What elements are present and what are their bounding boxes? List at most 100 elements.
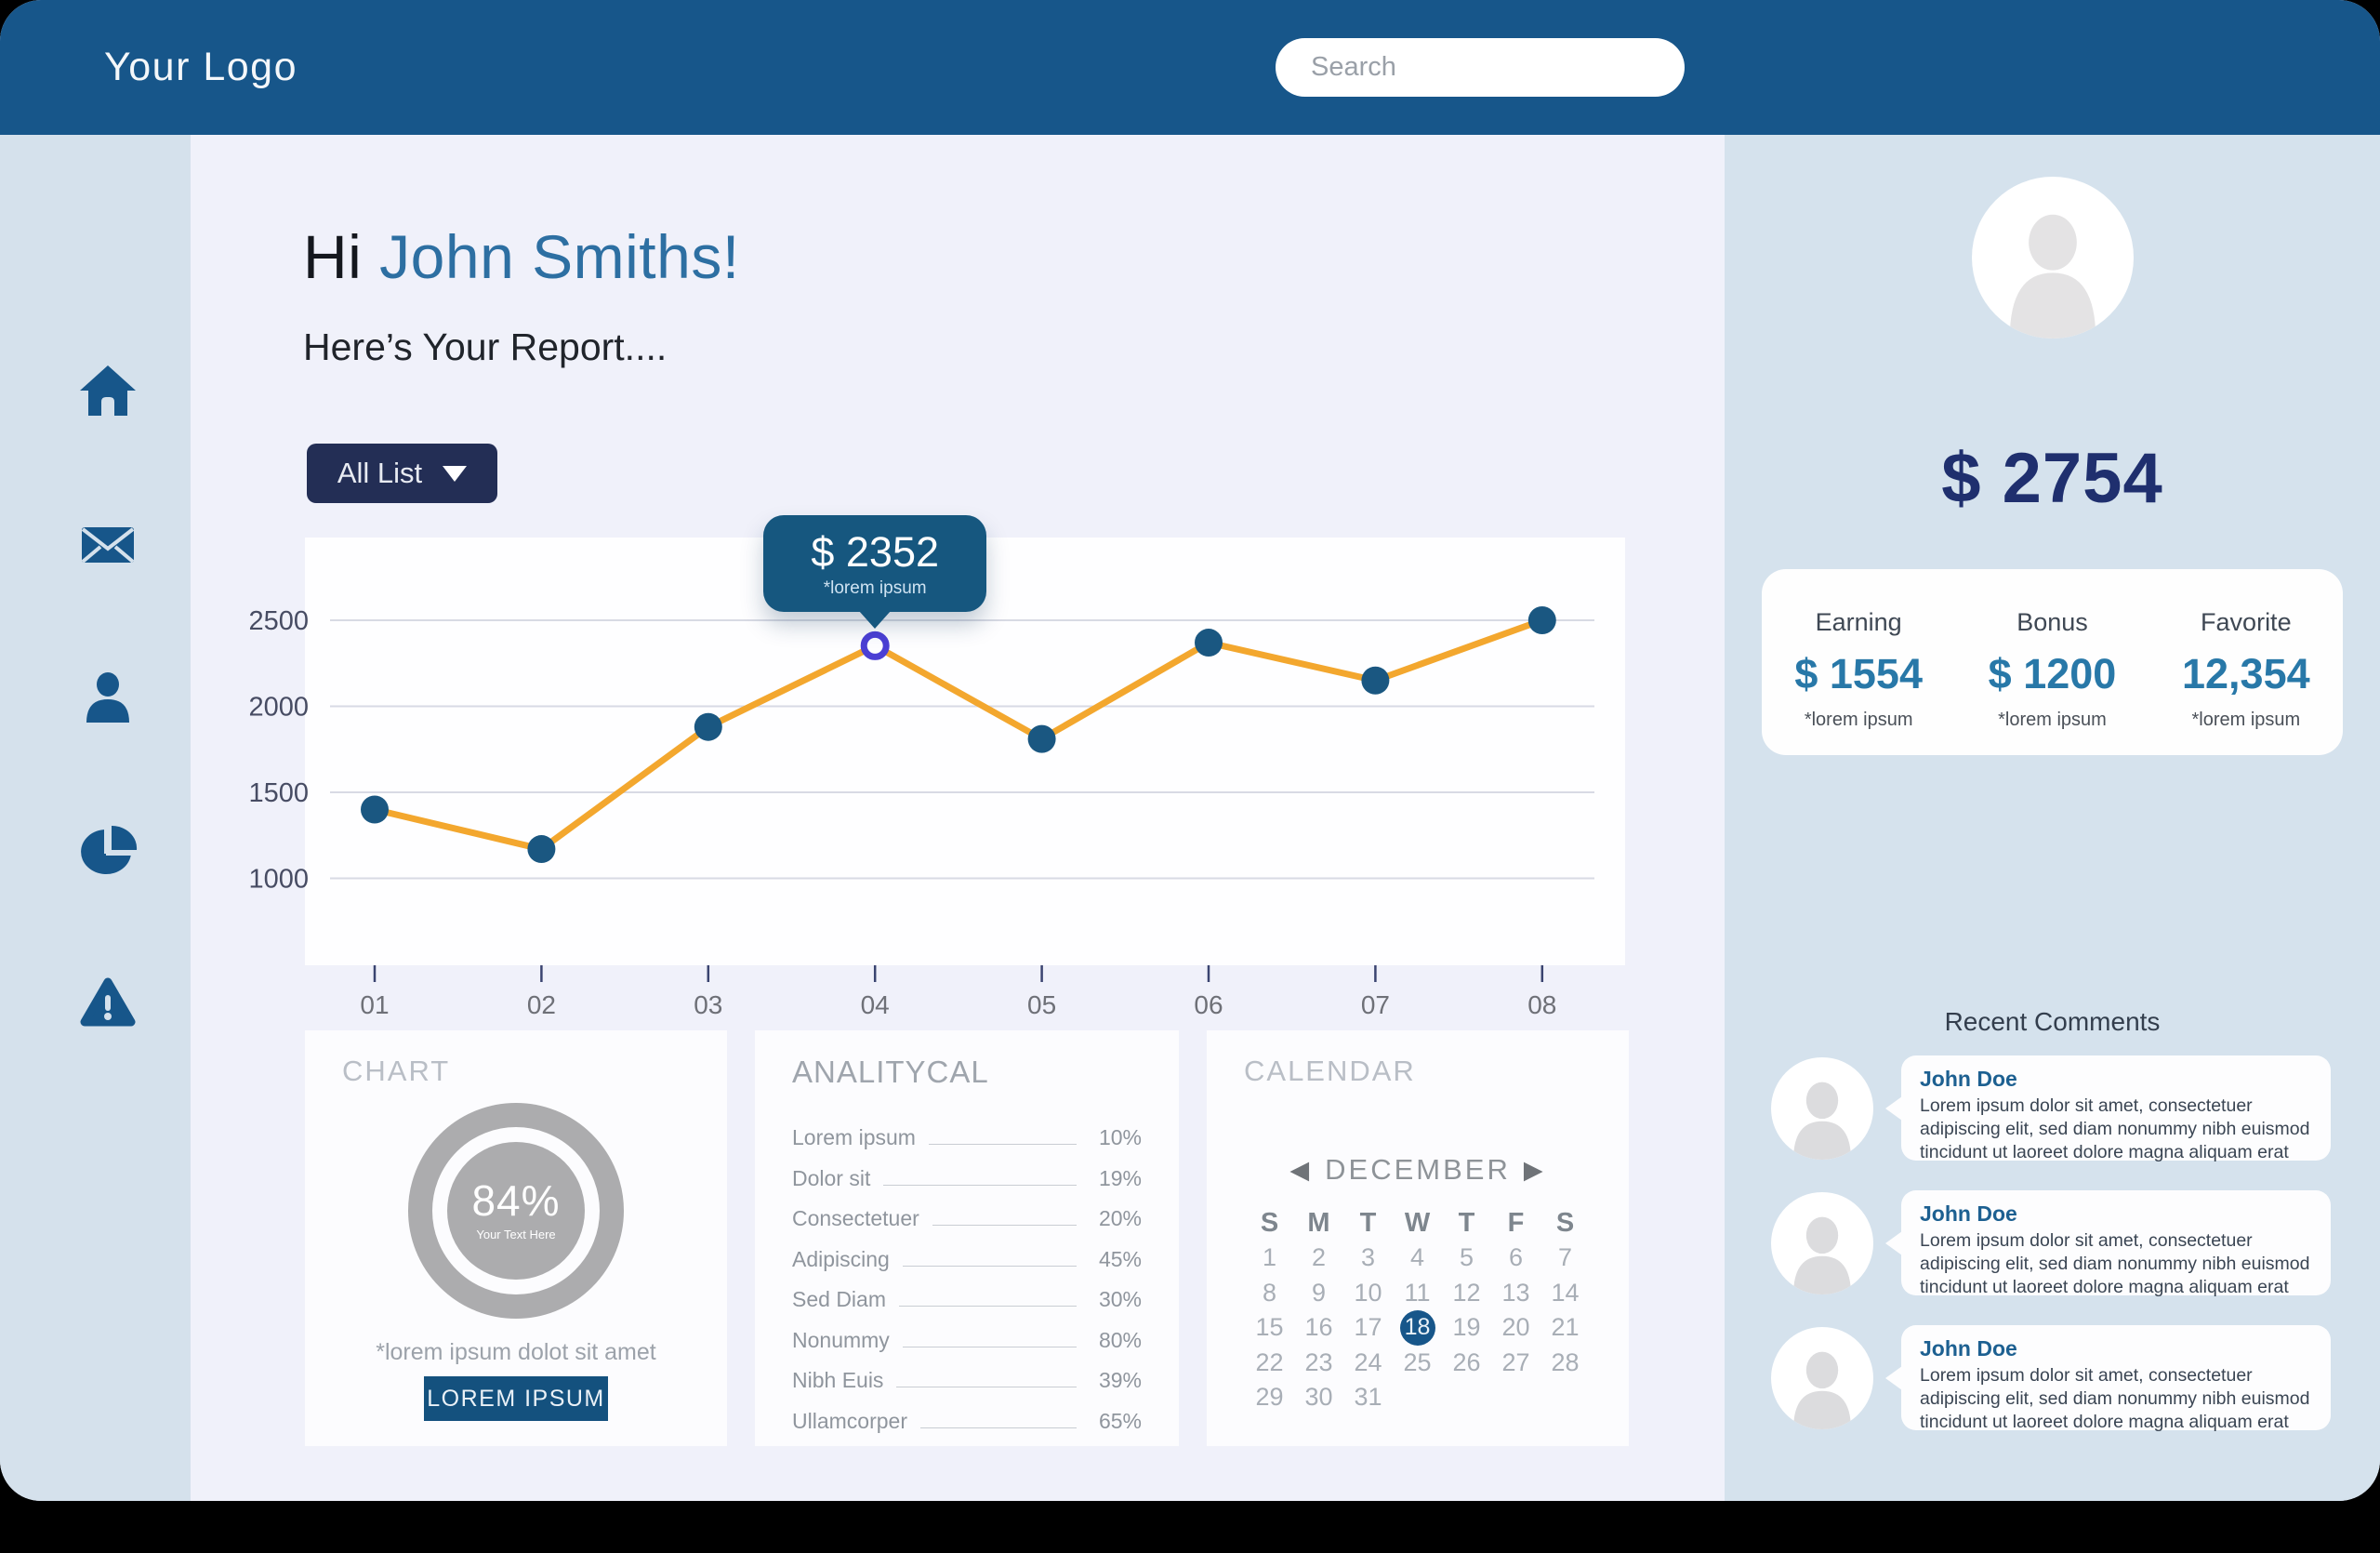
analytical-percent: 19% (1098, 1165, 1142, 1190)
svg-text:03: 03 (694, 990, 722, 1019)
alert-icon (80, 977, 136, 1027)
donut-label: Your Text Here (476, 1228, 556, 1241)
comment-avatar (1771, 1192, 1873, 1294)
lorem-ipsum-button[interactable]: LOREM IPSUM (424, 1376, 608, 1421)
sidebar-item-charts[interactable] (78, 822, 138, 882)
recent-comments-title: Recent Comments (1944, 1007, 2161, 1036)
app-window: Your Logo (0, 0, 2380, 1501)
svg-text:06: 06 (1194, 990, 1223, 1019)
right-panel: $ 2754 Earning $ 1554 *lorem ipsum Bonus … (1725, 135, 2380, 1501)
calendar-day[interactable]: 8 (1262, 1278, 1277, 1307)
calendar-day (1491, 1380, 1540, 1415)
stat-label: Bonus (2016, 608, 2088, 636)
analytical-label: Dolor sit (792, 1165, 871, 1190)
calendar-day[interactable]: 16 (1304, 1313, 1333, 1342)
search-input[interactable] (1311, 52, 1661, 83)
svg-text:2500: 2500 (248, 606, 309, 636)
analytical-list: Lorem ipsum 10% Dolor sit 19% Consectetuer… (792, 1125, 1142, 1449)
calendar-next-icon[interactable]: ▶ (1523, 1155, 1546, 1184)
analytical-row: Lorem ipsum 10% (792, 1125, 1142, 1166)
comment-text: Lorem ipsum dolor sit amet, consectetuer… (1920, 1230, 2310, 1297)
calendar-day[interactable]: 31 (1354, 1383, 1382, 1412)
calendar-day[interactable]: 22 (1255, 1347, 1284, 1376)
donut-caption: *lorem ipsum dolot sit amet (376, 1339, 656, 1365)
stat-bonus: Bonus $ 1200 *lorem ipsum (1955, 569, 2149, 755)
analytical-row: Adipiscing 45% (792, 1247, 1142, 1288)
page-title: Hi John Smiths! (303, 221, 740, 292)
total-balance: $ 2754 (1941, 439, 2163, 518)
calendar-day[interactable]: 28 (1551, 1347, 1580, 1376)
sidebar-item-alerts[interactable] (78, 974, 138, 1033)
svg-text:2000: 2000 (248, 693, 309, 723)
analytical-divider (932, 1225, 1077, 1226)
calendar-card: CALENDAR ◀ DECEMBER ▶ S M T W T F S 1 2 3 4 5 6 7 8 9 10… (1207, 1030, 1629, 1446)
calendar-day[interactable]: 27 (1501, 1347, 1530, 1376)
line-chart[interactable]: 2500 2000 1500 1000 01 02 03 04 05 06 07 08 (242, 538, 1636, 1021)
calendar-prev-icon[interactable]: ◀ (1289, 1155, 1313, 1184)
calendar-day[interactable]: 2 (1311, 1243, 1327, 1272)
user-silhouette-icon (1793, 1216, 1851, 1294)
calendar-day[interactable]: 7 (1557, 1243, 1573, 1272)
calendar-day[interactable]: 19 (1452, 1313, 1481, 1342)
calendar-day[interactable]: 6 (1508, 1243, 1524, 1272)
comment-bubble[interactable]: John Doe Lorem ipsum dolor sit amet, con… (1885, 1325, 2331, 1432)
calendar-day[interactable]: 5 (1459, 1243, 1474, 1272)
sidebar-item-home[interactable] (78, 362, 138, 421)
calendar-day[interactable]: 4 (1409, 1243, 1425, 1272)
analytical-card-title: ANALITYCAL (792, 1055, 989, 1089)
chart-point (527, 835, 556, 864)
comment-bubble[interactable]: John Doe Lorem ipsum dolor sit amet, con… (1885, 1055, 2331, 1162)
comment-bubble[interactable]: John Doe Lorem ipsum dolor sit amet, con… (1885, 1190, 2331, 1297)
greeting-name: John Smiths! (379, 222, 740, 291)
comment-author: John Doe (1920, 1067, 2017, 1091)
calendar-day[interactable]: 12 (1452, 1278, 1481, 1307)
calendar-day[interactable]: 17 (1354, 1313, 1382, 1342)
user-silhouette-icon (1793, 1082, 1851, 1160)
calendar-month-row: ◀ DECEMBER ▶ (1207, 1153, 1629, 1187)
comment-text: Lorem ipsum dolor sit amet, consectetuer… (1920, 1095, 2310, 1162)
calendar-day[interactable]: 23 (1304, 1347, 1333, 1376)
analytical-percent: 45% (1098, 1246, 1142, 1271)
calendar-card-title: CALENDAR (1244, 1055, 1416, 1087)
calendar-day[interactable]: 21 (1551, 1313, 1580, 1342)
calendar-day[interactable]: 10 (1354, 1278, 1382, 1307)
calendar-day[interactable]: 11 (1404, 1278, 1431, 1307)
calendar-day[interactable]: 3 (1360, 1243, 1376, 1272)
analytical-row: Dolor sit 19% (792, 1166, 1142, 1207)
sidebar-item-profile[interactable] (78, 669, 138, 728)
calendar-day[interactable]: 29 (1255, 1383, 1284, 1412)
analytical-divider (883, 1184, 1077, 1186)
analytical-percent: 10% (1098, 1125, 1142, 1149)
analytical-divider (898, 1306, 1077, 1307)
calendar-day[interactable]: 14 (1551, 1278, 1580, 1307)
logo: Your Logo (104, 45, 298, 89)
all-list-dropdown[interactable]: All List (307, 444, 497, 503)
analytical-percent: 80% (1098, 1327, 1142, 1352)
chart-point (1027, 724, 1056, 753)
analytical-row: Consectetuer 20% (792, 1206, 1142, 1247)
calendar-day[interactable]: 20 (1501, 1313, 1530, 1342)
calendar-day[interactable]: 1 (1262, 1243, 1277, 1272)
avatar[interactable] (1972, 177, 2134, 338)
donut-card-title: CHART (342, 1055, 451, 1087)
search-bar[interactable] (1276, 38, 1685, 97)
calendar-day[interactable]: 15 (1255, 1313, 1284, 1342)
calendar-day[interactable]: 24 (1354, 1347, 1382, 1376)
calendar-day[interactable]: 9 (1311, 1278, 1327, 1307)
calendar-day (1442, 1380, 1491, 1415)
calendar-day[interactable]: 30 (1304, 1383, 1333, 1412)
sidebar-item-mail[interactable] (78, 515, 138, 575)
calendar-day[interactable]: 26 (1452, 1347, 1481, 1376)
calendar-day[interactable]: 25 (1403, 1347, 1432, 1376)
svg-text:05: 05 (1027, 990, 1056, 1019)
comment-item: John Doe Lorem ipsum dolor sit amet, con… (1771, 1055, 2347, 1162)
calendar-day[interactable]: 13 (1501, 1278, 1530, 1307)
analytical-row: Nibh Euis 39% (792, 1368, 1142, 1409)
stat-value: $ 1200 (1988, 650, 2117, 697)
comment-author: John Doe (1920, 1201, 2017, 1226)
comment-item: John Doe Lorem ipsum dolor sit amet, con… (1771, 1325, 2347, 1432)
calendar-day-selected[interactable]: 18 (1393, 1309, 1442, 1346)
analytical-card: ANALITYCAL Lorem ipsum 10% Dolor sit 19% C… (755, 1030, 1179, 1446)
donut-percent: 84% (471, 1176, 561, 1225)
comment-author: John Doe (1920, 1336, 2017, 1361)
